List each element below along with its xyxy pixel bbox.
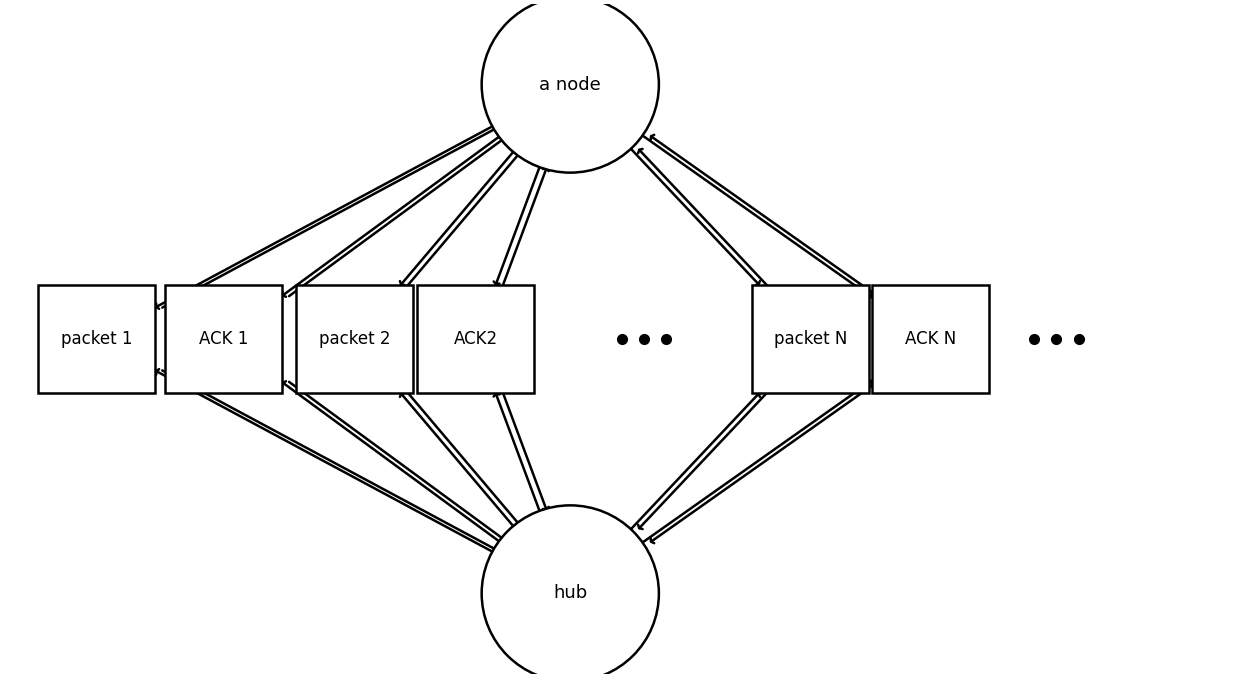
Bar bbox=[752, 285, 869, 393]
Text: ACK 1: ACK 1 bbox=[198, 330, 248, 348]
Ellipse shape bbox=[482, 0, 659, 173]
Text: hub: hub bbox=[553, 584, 587, 603]
Text: packet 2: packet 2 bbox=[320, 330, 390, 348]
Text: packet 1: packet 1 bbox=[61, 330, 133, 348]
Ellipse shape bbox=[482, 505, 659, 678]
Text: packet N: packet N bbox=[773, 330, 847, 348]
Bar bbox=[296, 285, 414, 393]
Bar bbox=[872, 285, 989, 393]
Bar bbox=[38, 285, 155, 393]
Bar bbox=[165, 285, 281, 393]
Text: ACK2: ACK2 bbox=[453, 330, 498, 348]
Bar bbox=[418, 285, 534, 393]
Text: a node: a node bbox=[539, 75, 601, 94]
Text: ACK N: ACK N bbox=[906, 330, 957, 348]
